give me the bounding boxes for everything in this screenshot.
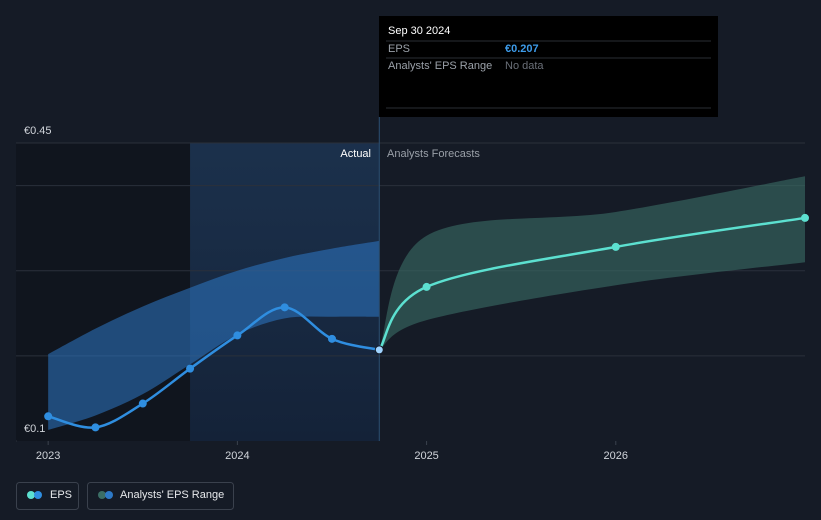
x-tick-label: 2025 xyxy=(414,450,438,462)
forecast-label: Analysts Forecasts xyxy=(387,148,480,160)
legend-label[interactable]: EPS xyxy=(50,489,72,501)
eps-range-band xyxy=(48,240,380,430)
x-tick-label: 2026 xyxy=(604,450,628,462)
tooltip-box xyxy=(379,16,718,117)
x-tick-label: 2024 xyxy=(225,450,249,462)
tooltip-label: Analysts' EPS Range xyxy=(388,60,492,72)
legend-icon xyxy=(98,491,106,499)
tooltip-value: €0.207 xyxy=(505,43,539,55)
legend-item[interactable]: Analysts' EPS Range xyxy=(87,482,234,510)
eps-point xyxy=(44,412,53,421)
legend-label[interactable]: Analysts' EPS Range xyxy=(120,489,224,501)
eps-forecast-point xyxy=(801,213,809,222)
eps-forecast-line xyxy=(378,216,806,351)
eps-point xyxy=(327,334,336,343)
legend-icon xyxy=(105,491,113,499)
eps-point xyxy=(233,331,242,340)
eps-point xyxy=(138,399,147,408)
tooltip-date: Sep 30 2024 xyxy=(388,25,450,37)
legend-button[interactable] xyxy=(16,482,79,510)
tooltip-label: EPS xyxy=(388,43,410,55)
y-tick-label: €0.1 xyxy=(24,423,45,435)
legend-item[interactable]: EPS xyxy=(16,482,79,510)
tooltip: Sep 30 2024 EPS €0.207 Analysts' EPS Ran… xyxy=(379,16,718,117)
eps-forecast-point xyxy=(611,242,620,251)
eps-point xyxy=(91,423,100,432)
legend-icon xyxy=(27,491,35,499)
legend: EPS Analysts' EPS Range xyxy=(16,482,234,510)
forecast-range-band xyxy=(379,176,805,350)
eps-point xyxy=(374,345,384,355)
tooltip-value: No data xyxy=(505,60,544,72)
y-tick-label: €0.45 xyxy=(24,125,52,137)
x-tick-label: 2023 xyxy=(36,450,60,462)
eps-forecast-point xyxy=(422,282,431,291)
eps-line xyxy=(47,306,380,429)
actual-label: Actual xyxy=(340,148,371,160)
legend-button[interactable] xyxy=(87,482,234,510)
eps-point xyxy=(186,364,195,373)
eps-point xyxy=(280,303,289,312)
legend-icon xyxy=(34,491,42,499)
